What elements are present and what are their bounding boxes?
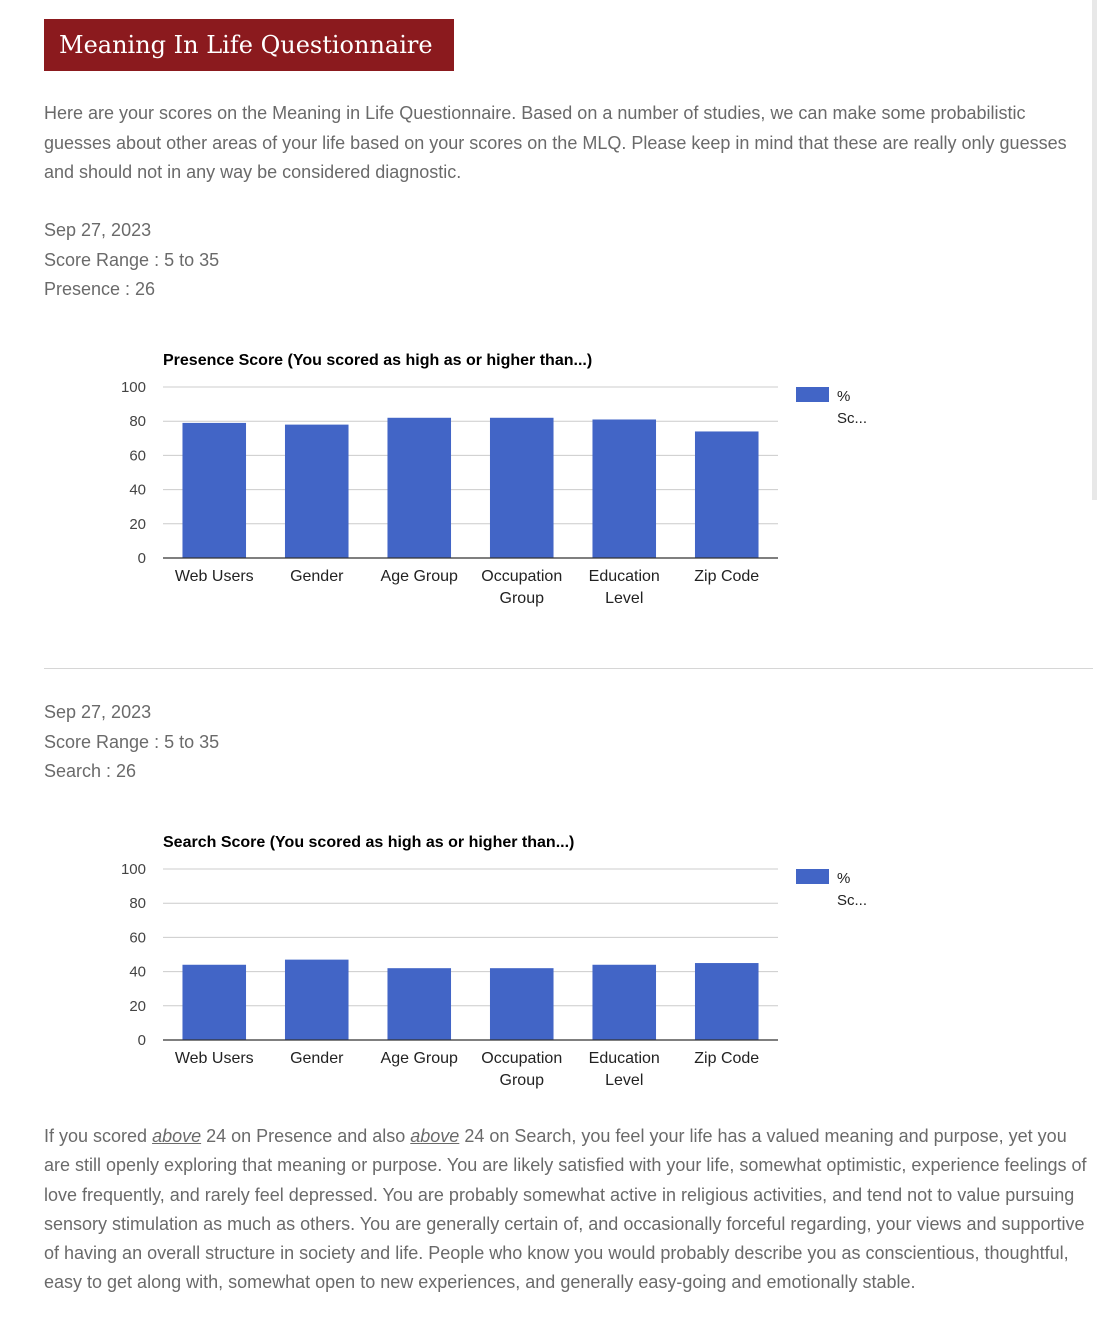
x-tick-label-line: Web Users bbox=[175, 1050, 254, 1067]
y-tick-label: 100 bbox=[121, 379, 146, 396]
x-tick-label-line: Occupation bbox=[481, 1050, 562, 1067]
x-tick-label-line: Occupation bbox=[481, 568, 562, 585]
bar bbox=[182, 422, 247, 558]
x-tick-label: Occupation Group bbox=[481, 568, 562, 607]
y-tick-label: 0 bbox=[138, 1032, 146, 1049]
x-tick-label: Age Group bbox=[381, 1050, 458, 1067]
presence-chart-svg: Presence Score (You scored as high as or… bbox=[121, 352, 867, 607]
x-tick-label: Age Group bbox=[381, 568, 458, 585]
summary-part-2: 24 on Presence and also bbox=[201, 1126, 411, 1146]
y-tick-label: 20 bbox=[129, 516, 146, 533]
legend-label-line: % bbox=[837, 388, 850, 405]
x-tick-label-line: Zip Code bbox=[694, 568, 759, 585]
search-score: Search : 26 bbox=[44, 761, 137, 781]
bar bbox=[694, 963, 759, 1040]
x-tick-label-line: Group bbox=[500, 1072, 545, 1089]
x-tick-label: Occupation Group bbox=[481, 1050, 562, 1089]
intro-text: Here are your scores on the Meaning in L… bbox=[44, 103, 1067, 182]
bar bbox=[489, 417, 554, 558]
x-tick-label-line: Education bbox=[589, 1050, 660, 1067]
x-tick-label-line: Gender bbox=[290, 568, 344, 585]
bar bbox=[592, 964, 657, 1040]
bar bbox=[592, 419, 657, 558]
y-tick-label: 20 bbox=[129, 998, 146, 1015]
legend-label-line: % bbox=[837, 870, 850, 887]
y-tick-label: 0 bbox=[138, 550, 146, 567]
x-tick-label-line: Education bbox=[589, 568, 660, 585]
presence-score: Presence : 26 bbox=[44, 279, 156, 299]
search-score-range: Score Range : 5 to 35 bbox=[44, 731, 220, 752]
presence-chart: Presence Score (You scored as high as or… bbox=[100, 340, 900, 620]
y-tick-label: 100 bbox=[121, 861, 146, 878]
chart-title: Search Score (You scored as high as or h… bbox=[163, 834, 574, 851]
x-tick-label: Education Level bbox=[589, 1050, 660, 1089]
x-tick-label: Zip Code bbox=[694, 568, 759, 585]
y-tick-label: 60 bbox=[129, 929, 146, 946]
x-tick-label-line: Level bbox=[605, 1072, 643, 1089]
x-tick-label: Gender bbox=[290, 568, 344, 585]
legend-swatch bbox=[796, 387, 829, 402]
scrollbar[interactable] bbox=[1092, 0, 1097, 500]
x-tick-label-line: Level bbox=[605, 590, 643, 607]
summary-above-search: above bbox=[410, 1126, 460, 1146]
presence-section-meta: Sep 27, 2023 Score Range : 5 to 35 Prese… bbox=[44, 216, 219, 305]
x-tick-label-line: Group bbox=[500, 590, 545, 607]
y-tick-label: 40 bbox=[129, 964, 146, 981]
chart-title: Presence Score (You scored as high as or… bbox=[163, 352, 592, 369]
bar bbox=[284, 959, 349, 1040]
x-tick-label: Gender bbox=[290, 1050, 344, 1067]
x-tick-label: Zip Code bbox=[694, 1050, 759, 1067]
bar bbox=[489, 968, 554, 1040]
y-tick-label: 40 bbox=[129, 482, 146, 499]
section-divider bbox=[44, 668, 1093, 669]
legend-label: % Sc... bbox=[837, 388, 867, 427]
x-tick-label: Web Users bbox=[175, 568, 254, 585]
y-tick-label: 60 bbox=[129, 447, 146, 464]
y-tick-label: 80 bbox=[129, 413, 146, 430]
summary-above-presence: above bbox=[152, 1126, 202, 1146]
presence-score-range: Score Range : 5 to 35 bbox=[44, 249, 220, 270]
presence-date: Sep 27, 2023 bbox=[44, 220, 152, 240]
legend-label-line: Sc... bbox=[837, 410, 867, 427]
summary-part-1: If you scored bbox=[44, 1126, 153, 1146]
x-tick-label-line: Web Users bbox=[175, 568, 254, 585]
legend-swatch bbox=[796, 869, 829, 884]
summary-text: If you scored above 24 on Presence and a… bbox=[44, 1122, 1094, 1298]
x-tick-label-line: Age Group bbox=[381, 568, 458, 585]
page-title: Meaning In Life Questionnaire bbox=[44, 19, 454, 71]
bar bbox=[284, 424, 349, 558]
bar bbox=[387, 968, 452, 1040]
x-tick-label-line: Age Group bbox=[381, 1050, 458, 1067]
summary-part-3: 24 on Search, you feel your life has a v… bbox=[44, 1126, 1087, 1293]
bar bbox=[694, 431, 759, 558]
search-chart: Search Score (You scored as high as or h… bbox=[100, 822, 900, 1102]
bar bbox=[182, 964, 247, 1040]
x-tick-label: Education Level bbox=[589, 568, 660, 607]
y-tick-label: 80 bbox=[129, 895, 146, 912]
bar bbox=[387, 417, 452, 558]
legend-label-line: Sc... bbox=[837, 892, 867, 909]
search-chart-svg: Search Score (You scored as high as or h… bbox=[121, 834, 867, 1089]
x-tick-label: Web Users bbox=[175, 1050, 254, 1067]
search-date: Sep 27, 2023 bbox=[44, 702, 152, 722]
x-tick-label-line: Gender bbox=[290, 1050, 344, 1067]
search-section-meta: Sep 27, 2023 Score Range : 5 to 35 Searc… bbox=[44, 698, 219, 787]
x-tick-label-line: Zip Code bbox=[694, 1050, 759, 1067]
legend-label: % Sc... bbox=[837, 870, 867, 909]
